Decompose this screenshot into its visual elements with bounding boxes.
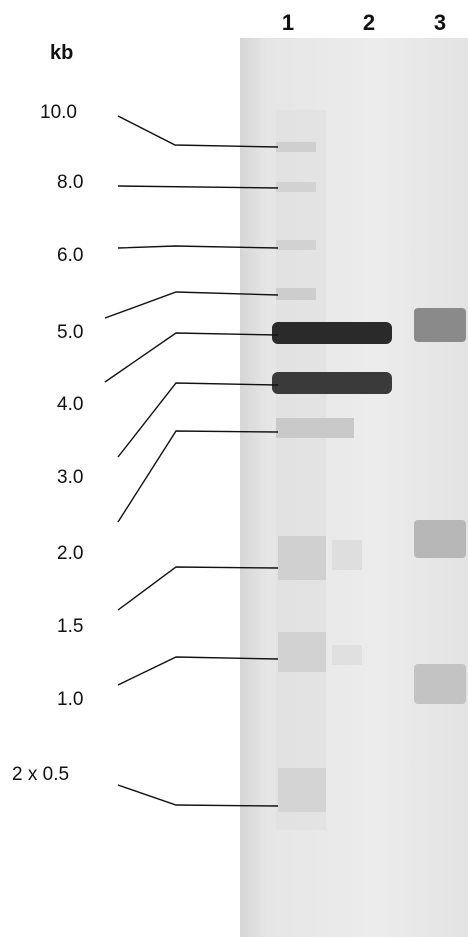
size-label-3: 3.0 <box>57 467 84 488</box>
ladder-band-15 <box>278 632 326 672</box>
ladder-band-2 <box>278 536 326 580</box>
lane-label-3: 3 <box>433 10 447 35</box>
unit-label: kb <box>50 42 74 64</box>
leader-4 <box>104 332 279 383</box>
leader-1 <box>117 656 279 686</box>
lane-2-faint-2 <box>332 645 362 665</box>
ladder-band-05 <box>278 768 326 812</box>
leader-05 <box>117 784 279 807</box>
lane-label-1: 1 <box>281 10 295 35</box>
leader-8 <box>117 185 279 189</box>
size-label-2: 2.0 <box>57 543 84 564</box>
size-label-5: 5.0 <box>57 322 84 343</box>
leader-2 <box>117 430 279 523</box>
size-label-15: 1.5 <box>57 616 84 637</box>
size-label-05: 2 x 0.5 <box>12 764 70 785</box>
size-label-1: 1.0 <box>57 689 84 710</box>
leader-3 <box>117 382 279 458</box>
size-label-10: 10.0 <box>40 102 77 123</box>
size-label-8: 8.0 <box>57 172 84 193</box>
ladder-band-4 <box>272 322 392 344</box>
size-label-6: 6.0 <box>57 245 84 266</box>
leader-15 <box>117 566 279 611</box>
ladder-band-6 <box>276 240 316 250</box>
leader-5 <box>104 291 279 319</box>
leader-6 <box>117 245 279 249</box>
leader-10 <box>117 115 279 148</box>
lane-3-band-2 <box>414 520 466 558</box>
ladder-band-3 <box>272 372 392 394</box>
size-label-4: 4.0 <box>57 394 84 415</box>
lane-label-2: 2 <box>362 10 376 35</box>
lane-3-band-1 <box>414 664 466 704</box>
lane-3-band-5 <box>414 308 466 342</box>
lane-1-smear <box>276 110 326 830</box>
lane-2-faint <box>332 540 362 570</box>
ladder-band-3b <box>276 418 354 438</box>
ladder-band-5 <box>276 288 316 300</box>
ladder-band-10 <box>276 142 316 152</box>
ladder-band-8 <box>276 182 316 192</box>
